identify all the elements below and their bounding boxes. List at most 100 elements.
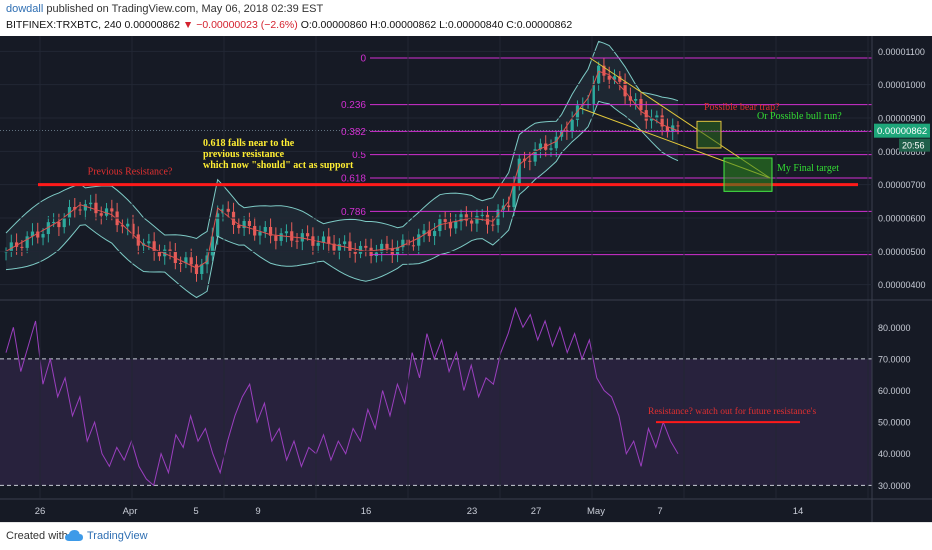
fib-level-label: 0.618 xyxy=(341,174,366,185)
rsi-tick-label: 70.0000 xyxy=(878,354,911,364)
candle-body xyxy=(200,264,204,274)
candle-body xyxy=(247,220,252,227)
candle-body xyxy=(401,239,405,248)
candle-body xyxy=(221,208,225,214)
rsi-tick-label: 60.0000 xyxy=(878,386,911,396)
fib-level-label: 0 xyxy=(360,54,366,65)
candle-body xyxy=(422,230,426,235)
rsi-tick-label: 80.0000 xyxy=(878,323,911,333)
candle-body xyxy=(83,204,87,211)
candle-body xyxy=(157,251,162,257)
candle-body xyxy=(411,245,416,247)
down-arrow-icon: ▼ xyxy=(182,19,194,31)
candle-body xyxy=(417,234,421,246)
candle-body xyxy=(475,215,479,224)
author-link[interactable]: dowdall xyxy=(6,3,44,15)
footer: Created with TradingView xyxy=(0,522,932,550)
candle-body xyxy=(380,243,384,253)
candle-body xyxy=(364,245,368,248)
ohlc-values: O:0.00000860 H:0.00000862 L:0.00000840 C… xyxy=(300,19,573,31)
candle-body xyxy=(173,251,177,264)
fib-level-label: 0.236 xyxy=(341,100,366,111)
candle-body xyxy=(168,249,172,252)
candle-body xyxy=(597,65,601,84)
candle-body xyxy=(110,208,114,212)
candle-body xyxy=(554,136,558,149)
time-tick-label: 16 xyxy=(361,506,372,517)
price-tick-label: 0.00001100 xyxy=(878,47,925,57)
time-tick-label: 23 xyxy=(467,506,478,517)
bull-run-label: Or Possible bull run? xyxy=(757,111,842,122)
bollinger-lower-line xyxy=(5,100,679,299)
candle-body xyxy=(46,222,50,235)
candle-body xyxy=(41,234,45,238)
rsi-tick-label: 30.0000 xyxy=(878,481,911,491)
fib-note-line: 0.618 falls near to the xyxy=(203,138,295,149)
tradingview-cloud-icon xyxy=(65,530,83,541)
candle-body xyxy=(353,251,357,254)
candle-body xyxy=(263,227,267,232)
price-tick-label: 0.00000700 xyxy=(878,180,926,190)
tradingview-brand[interactable]: TradingView xyxy=(87,530,148,542)
candle-body xyxy=(591,83,595,104)
candle-body xyxy=(507,205,511,208)
bear-trap-box xyxy=(696,120,722,149)
bear-trap-label: Possible bear trap? xyxy=(704,102,780,113)
candle-body xyxy=(517,158,521,184)
candle-body xyxy=(602,65,606,76)
candle-body xyxy=(300,233,304,242)
bollinger-basis-line xyxy=(5,70,679,269)
time-tick-label: 7 xyxy=(657,506,662,517)
price-change: −0.00000023 (−2.6%) xyxy=(196,19,298,31)
candle-body xyxy=(660,115,664,127)
final-target-box xyxy=(723,157,773,192)
candle-body xyxy=(279,233,283,241)
fib-level-label: 0.786 xyxy=(341,207,366,218)
candle-body xyxy=(538,143,543,150)
candle-body xyxy=(78,209,82,211)
candle-body xyxy=(332,243,336,251)
candle-body xyxy=(94,202,98,214)
price-tick-label: 0.00000800 xyxy=(878,147,926,157)
candle-body xyxy=(104,208,109,216)
candle-body xyxy=(480,214,484,216)
candle-body xyxy=(284,231,289,234)
candle-body xyxy=(237,224,241,229)
price-pane[interactable]: 0 0.236 0.382 0.5 0.618 0.786 xyxy=(0,40,872,299)
candle-body xyxy=(179,263,183,265)
candle-body xyxy=(528,160,532,162)
candle-body xyxy=(126,223,130,227)
candle-body xyxy=(258,231,262,236)
candle-body xyxy=(676,125,680,127)
candle-body xyxy=(311,236,315,246)
publish-info: dowdall published on TradingView.com, Ma… xyxy=(6,3,323,15)
candle-body xyxy=(343,241,347,245)
candle-body xyxy=(623,81,627,97)
candle-body xyxy=(316,242,320,246)
candle-body xyxy=(491,224,495,226)
candle-body xyxy=(327,236,331,244)
time-tick-label: 14 xyxy=(793,506,804,517)
candle-body xyxy=(57,221,61,228)
candle-body xyxy=(512,183,516,208)
last-price: 0.00000862 xyxy=(124,19,180,31)
countdown-tag: 20:56 xyxy=(902,141,925,151)
candle-body xyxy=(533,149,537,162)
time-tick-label: 9 xyxy=(255,506,260,517)
candle-body xyxy=(321,236,326,243)
candle-body xyxy=(665,126,670,133)
fib-level-label: 0.382 xyxy=(341,127,366,138)
created-with-label: Created with xyxy=(6,530,68,542)
candle-body xyxy=(432,231,437,237)
fib-note-line: which now "should" act as support xyxy=(203,160,354,171)
candle-body xyxy=(448,221,453,229)
candle-body xyxy=(607,75,611,80)
previous-resistance-label: Previous Resistance? xyxy=(88,167,173,178)
candle-body xyxy=(634,98,638,101)
rsi-tick-label: 40.0000 xyxy=(878,449,911,459)
candle-body xyxy=(189,257,193,265)
countdown-tag-bg xyxy=(899,138,930,152)
candle-body xyxy=(655,115,659,118)
bollinger-upper-line xyxy=(5,40,679,240)
